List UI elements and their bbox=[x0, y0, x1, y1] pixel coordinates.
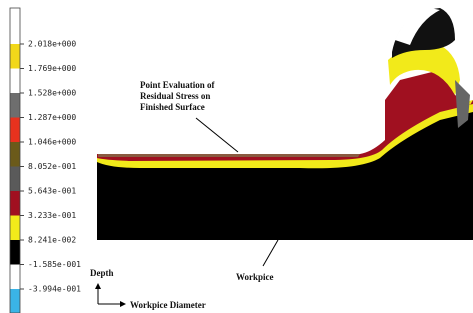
color-swatch bbox=[10, 240, 20, 265]
legend-label: 1.046e+000 bbox=[28, 138, 76, 147]
color-swatch bbox=[10, 8, 20, 44]
diameter-label: Workpice Diameter bbox=[130, 300, 206, 310]
legend-label: 2.018e+000 bbox=[28, 40, 76, 49]
workpiece-label: Workpice bbox=[236, 272, 274, 282]
legend-label: -1.585e-001 bbox=[28, 260, 81, 269]
color-swatch bbox=[10, 44, 20, 69]
color-swatch bbox=[10, 191, 20, 216]
color-swatch bbox=[10, 289, 20, 313]
color-swatch bbox=[10, 167, 20, 192]
legend-label: 1.287e+000 bbox=[28, 113, 76, 122]
screenshot: 2.018e+000 1.769e+000 1.528e+000 1.287e+000… bbox=[0, 0, 473, 313]
surface-strip bbox=[98, 154, 360, 157]
legend-label: 8.241e-002 bbox=[28, 236, 76, 245]
depth-label: Depth bbox=[90, 268, 114, 278]
color-bar bbox=[10, 8, 20, 313]
color-swatch bbox=[10, 216, 20, 241]
surface-note: Point Evaluation of bbox=[140, 80, 216, 90]
legend-label: -3.994e-001 bbox=[28, 285, 81, 294]
color-swatch bbox=[10, 142, 20, 167]
color-swatch bbox=[10, 118, 20, 143]
surface-note: Finished Surface bbox=[140, 102, 205, 112]
color-swatch bbox=[10, 69, 20, 94]
legend-label: 8.052e-001 bbox=[28, 162, 76, 171]
legend-label: 3.233e-001 bbox=[28, 211, 76, 220]
color-swatch bbox=[10, 265, 20, 290]
legend-label: 5.643e-001 bbox=[28, 187, 76, 196]
legend-label: 1.528e+000 bbox=[28, 89, 76, 98]
color-swatch bbox=[10, 93, 20, 118]
surface-note: Residual Stress on bbox=[140, 91, 210, 101]
legend-label: 1.769e+000 bbox=[28, 64, 76, 73]
